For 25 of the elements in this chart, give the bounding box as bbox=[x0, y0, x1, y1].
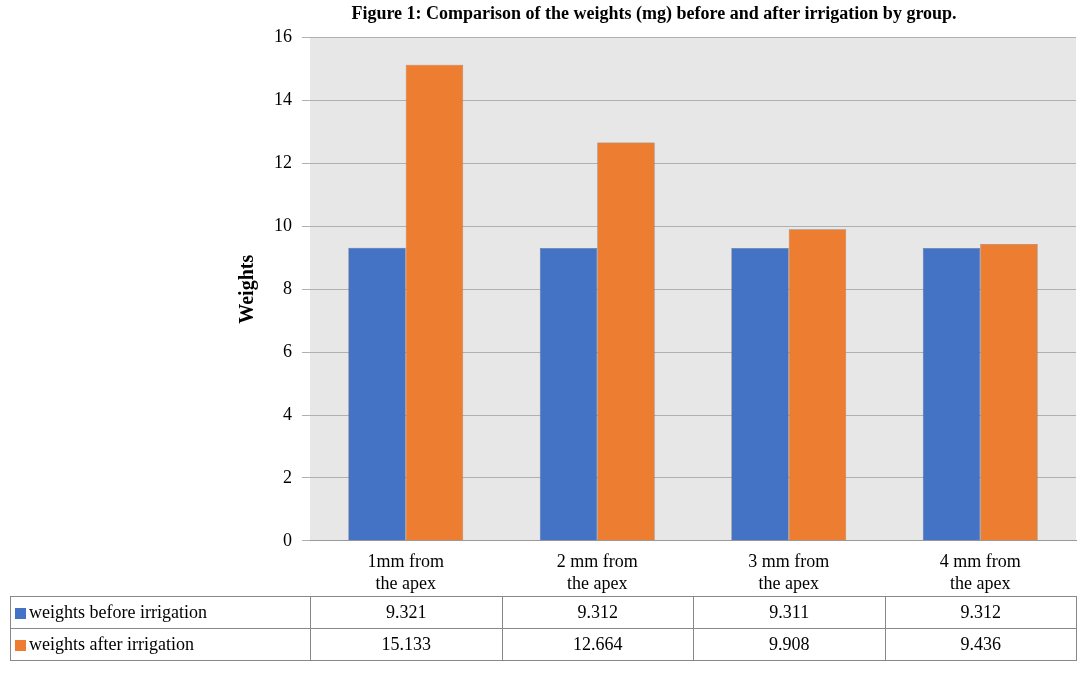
x-tick-label: 4 mm from the apex bbox=[939, 551, 1021, 593]
y-tick-label: 6 bbox=[283, 340, 292, 361]
legend-label: weights before irrigation bbox=[10, 596, 311, 629]
y-tick-label: 4 bbox=[283, 403, 292, 424]
y-tick-label: 2 bbox=[283, 466, 292, 487]
data-label: 12.664 bbox=[502, 628, 694, 661]
x-tick-label: 2 mm from the apex bbox=[556, 551, 638, 593]
y-tick-label: 12 bbox=[274, 152, 292, 173]
y-tick-label: 8 bbox=[283, 277, 292, 298]
y-tick-label: 16 bbox=[274, 26, 292, 47]
y-tick-label: 10 bbox=[274, 215, 292, 236]
y-tick-label: 0 bbox=[283, 529, 292, 550]
data-label: 9.321 bbox=[310, 596, 502, 629]
legend-label: weights after irrigation bbox=[10, 628, 311, 661]
data-label: 9.312 bbox=[885, 596, 1077, 629]
data-label: 15.133 bbox=[310, 628, 502, 661]
data-label: 9.312 bbox=[502, 596, 694, 629]
y-tick-label: 14 bbox=[274, 89, 292, 110]
x-tick-label: 1mm from the apex bbox=[367, 551, 444, 593]
data-label: 9.436 bbox=[885, 628, 1077, 661]
y-axis-title: Weights bbox=[235, 254, 259, 324]
data-label: 9.311 bbox=[693, 596, 885, 629]
x-tick-label: 3 mm from the apex bbox=[748, 551, 830, 593]
data-label: 9.908 bbox=[693, 628, 885, 661]
chart-title: Figure 1: Comparison of the weights (mg) before and after irrigation by group. bbox=[351, 3, 957, 25]
